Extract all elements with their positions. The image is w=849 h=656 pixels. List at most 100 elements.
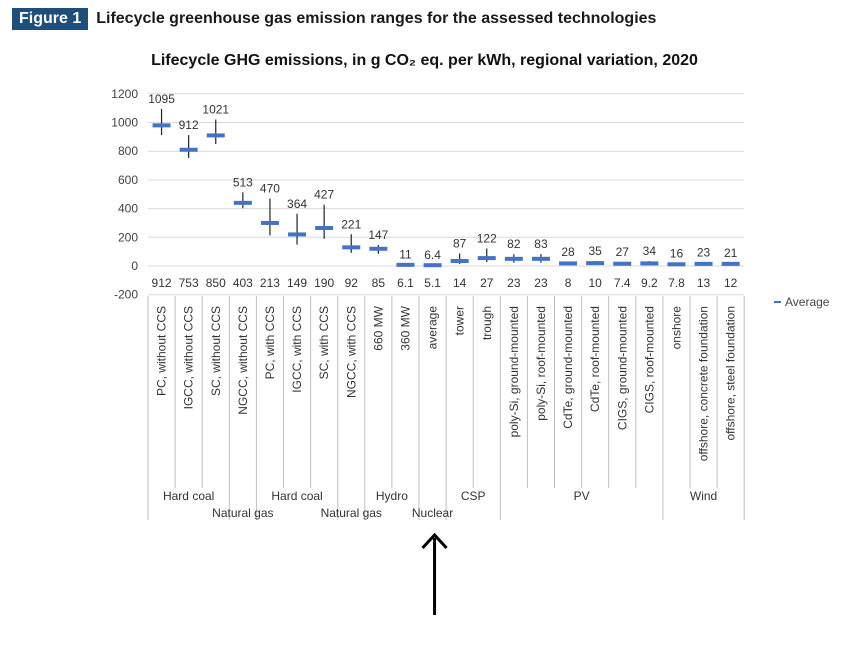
average-marker	[396, 262, 415, 267]
min-data-label: 7.8	[668, 276, 685, 290]
group-label: CSP	[461, 489, 486, 503]
group-label: PV	[574, 489, 590, 503]
legend-label: Average	[785, 295, 830, 309]
max-data-label: 87	[453, 237, 467, 251]
average-marker	[423, 263, 442, 268]
max-data-label: 364	[287, 197, 307, 211]
y-tick-label: 1000	[111, 116, 138, 130]
max-data-label: 912	[179, 118, 199, 132]
average-marker	[613, 261, 632, 266]
min-data-label: 12	[724, 276, 738, 290]
min-data-label: 149	[287, 276, 307, 290]
max-data-label: 34	[643, 244, 657, 258]
min-data-label: 850	[206, 276, 226, 290]
category-label: NGCC, without CCS	[236, 306, 250, 415]
max-data-label: 513	[233, 175, 253, 189]
max-data-label: 16	[670, 247, 684, 261]
average-marker	[504, 256, 523, 261]
category-label: onshore	[669, 306, 683, 350]
min-data-label: 23	[507, 276, 521, 290]
min-data-label: 7.4	[614, 276, 631, 290]
group-label: Nuclear	[412, 506, 453, 520]
y-tick-label: 800	[118, 144, 138, 158]
min-data-label: 403	[233, 276, 253, 290]
min-data-label: 753	[179, 276, 199, 290]
category-label: offshore, steel foundation	[724, 306, 738, 441]
average-marker	[640, 261, 659, 266]
max-data-label: 1095	[148, 92, 175, 106]
category-label: SC, without CCS	[209, 306, 223, 396]
max-data-label: 470	[260, 182, 280, 196]
category-label: CIGS, roof-mounted	[642, 306, 656, 413]
average-marker	[586, 261, 605, 266]
figure-header: Figure 1 Lifecycle greenhouse gas emissi…	[12, 6, 656, 32]
average-marker	[694, 261, 713, 266]
max-data-label: 6.4	[424, 248, 441, 262]
max-data-label: 82	[507, 237, 521, 251]
min-data-label: 5.1	[424, 276, 441, 290]
max-data-label: 21	[724, 246, 738, 260]
max-data-label: 28	[561, 245, 575, 259]
figure-title: Lifecycle greenhouse gas emission ranges…	[96, 10, 657, 27]
min-data-label: 8	[565, 276, 572, 290]
category-label: poly-Si, ground-mounted	[507, 306, 521, 437]
average-marker	[288, 232, 307, 237]
max-data-label: 35	[588, 244, 602, 258]
min-data-label: 27	[480, 276, 494, 290]
y-tick-label: 0	[131, 259, 138, 273]
group-label: Hard coal	[271, 489, 322, 503]
category-label: IGCC, without CCS	[182, 306, 196, 409]
y-tick-label: 400	[118, 202, 138, 216]
average-marker	[531, 256, 550, 261]
min-data-label: 13	[697, 276, 711, 290]
y-tick-label: 200	[118, 230, 138, 244]
max-data-label: 83	[534, 237, 548, 251]
average-marker	[315, 225, 334, 230]
category-label: CdTe, roof-mounted	[588, 306, 602, 412]
max-data-label: 1021	[202, 102, 229, 116]
group-label: Hydro	[376, 489, 408, 503]
category-label: PC, without CCS	[155, 306, 169, 396]
category-label: PC, with CCS	[263, 306, 277, 379]
chart-title: Lifecycle GHG emissions, in g CO₂ eq. pe…	[151, 52, 698, 69]
min-data-label: 10	[588, 276, 602, 290]
category-label: trough	[480, 306, 494, 340]
category-label: CIGS, ground-mounted	[615, 306, 629, 430]
figure-badge: Figure 1	[12, 8, 89, 30]
group-label: Wind	[690, 489, 717, 503]
average-marker	[667, 262, 686, 267]
min-data-label: 23	[534, 276, 548, 290]
category-label: average	[426, 306, 440, 350]
average-marker	[477, 256, 496, 261]
average-marker	[179, 147, 198, 152]
y-tick-label: 1200	[111, 87, 138, 101]
category-label: offshore, concrete foundation	[697, 306, 711, 461]
annotation-arrow-head	[421, 532, 448, 550]
average-marker	[152, 123, 171, 128]
category-label: SC, with CCS	[317, 306, 331, 379]
max-data-label: 122	[477, 231, 497, 245]
category-label: IGCC, with CCS	[290, 306, 304, 393]
min-data-label: 6.1	[397, 276, 414, 290]
y-tick-label: 600	[118, 173, 138, 187]
min-data-label: 9.2	[641, 276, 658, 290]
average-marker	[721, 261, 740, 266]
average-marker	[206, 133, 225, 138]
group-label: Natural gas	[321, 506, 382, 520]
category-label: poly-Si, roof-mounted	[534, 306, 548, 421]
category-label: tower	[453, 306, 467, 335]
group-label: Natural gas	[212, 506, 273, 520]
category-label: NGCC, with CCS	[344, 306, 358, 398]
group-label: Hard coal	[163, 489, 214, 503]
max-data-label: 221	[341, 217, 361, 231]
category-label: CdTe, ground-mounted	[561, 306, 575, 429]
average-marker	[260, 220, 279, 225]
max-data-label: 147	[368, 228, 388, 242]
y-tick-label: -200	[114, 288, 138, 302]
min-data-label: 213	[260, 276, 280, 290]
min-data-label: 85	[372, 276, 386, 290]
min-data-label: 912	[152, 276, 172, 290]
average-marker	[233, 200, 252, 205]
min-data-label: 190	[314, 276, 334, 290]
